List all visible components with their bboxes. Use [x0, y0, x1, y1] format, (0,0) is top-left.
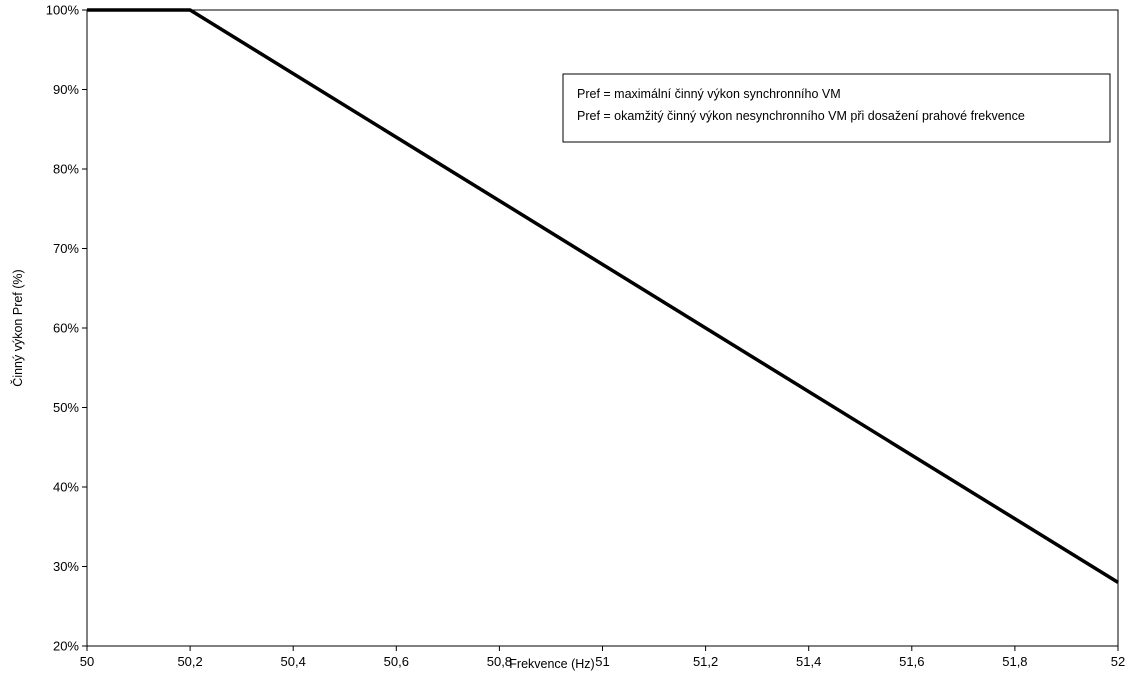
x-tick-label: 50,6: [384, 654, 409, 669]
y-axis-title: Činný výkon Pref (%): [10, 269, 25, 386]
x-tick-label: 50,8: [487, 654, 512, 669]
x-tick-label: 51: [595, 654, 609, 669]
series-line: [87, 8, 1119, 584]
x-tick-label: 50: [80, 654, 94, 669]
y-tick-label: 60%: [53, 321, 79, 336]
annotation-box: Pref = maximální činný výkon synchronníh…: [562, 73, 1111, 143]
x-axis-title: Frekvence (Hz): [509, 657, 594, 671]
y-tick-label: 70%: [53, 241, 79, 256]
y-tick-label: 50%: [53, 400, 79, 415]
y-tick-label: 80%: [53, 162, 79, 177]
x-tick-label: 51,2: [693, 654, 718, 669]
x-axis-ticks: 50 50,2 50,4 50,6 50,8 51 51,2 51,4 51,6 51,8 52: [80, 646, 1125, 669]
y-tick-label: 40%: [53, 480, 79, 495]
annotation-line-2: Pref = okamžitý činný výkon nesynchronní…: [577, 109, 1025, 123]
x-tick-label: 52: [1111, 654, 1125, 669]
x-tick-label: 51,6: [899, 654, 924, 669]
y-tick-label: 90%: [53, 82, 79, 97]
annotation-line-1: Pref = maximální činný výkon synchronníh…: [577, 87, 841, 101]
series-layer: [87, 8, 1119, 584]
y-axis-ticks: 20% 30% 40% 50% 60% 70% 80% 90% 100%: [46, 3, 87, 654]
x-tick-label: 51,8: [1002, 654, 1027, 669]
y-tick-label: 20%: [53, 639, 79, 654]
y-tick-label: 100%: [46, 3, 80, 18]
x-tick-label: 50,2: [177, 654, 202, 669]
y-tick-label: 30%: [53, 559, 79, 574]
annotation-frame: [562, 73, 1111, 143]
x-tick-label: 51,4: [796, 654, 821, 669]
x-tick-label: 50,4: [281, 654, 306, 669]
